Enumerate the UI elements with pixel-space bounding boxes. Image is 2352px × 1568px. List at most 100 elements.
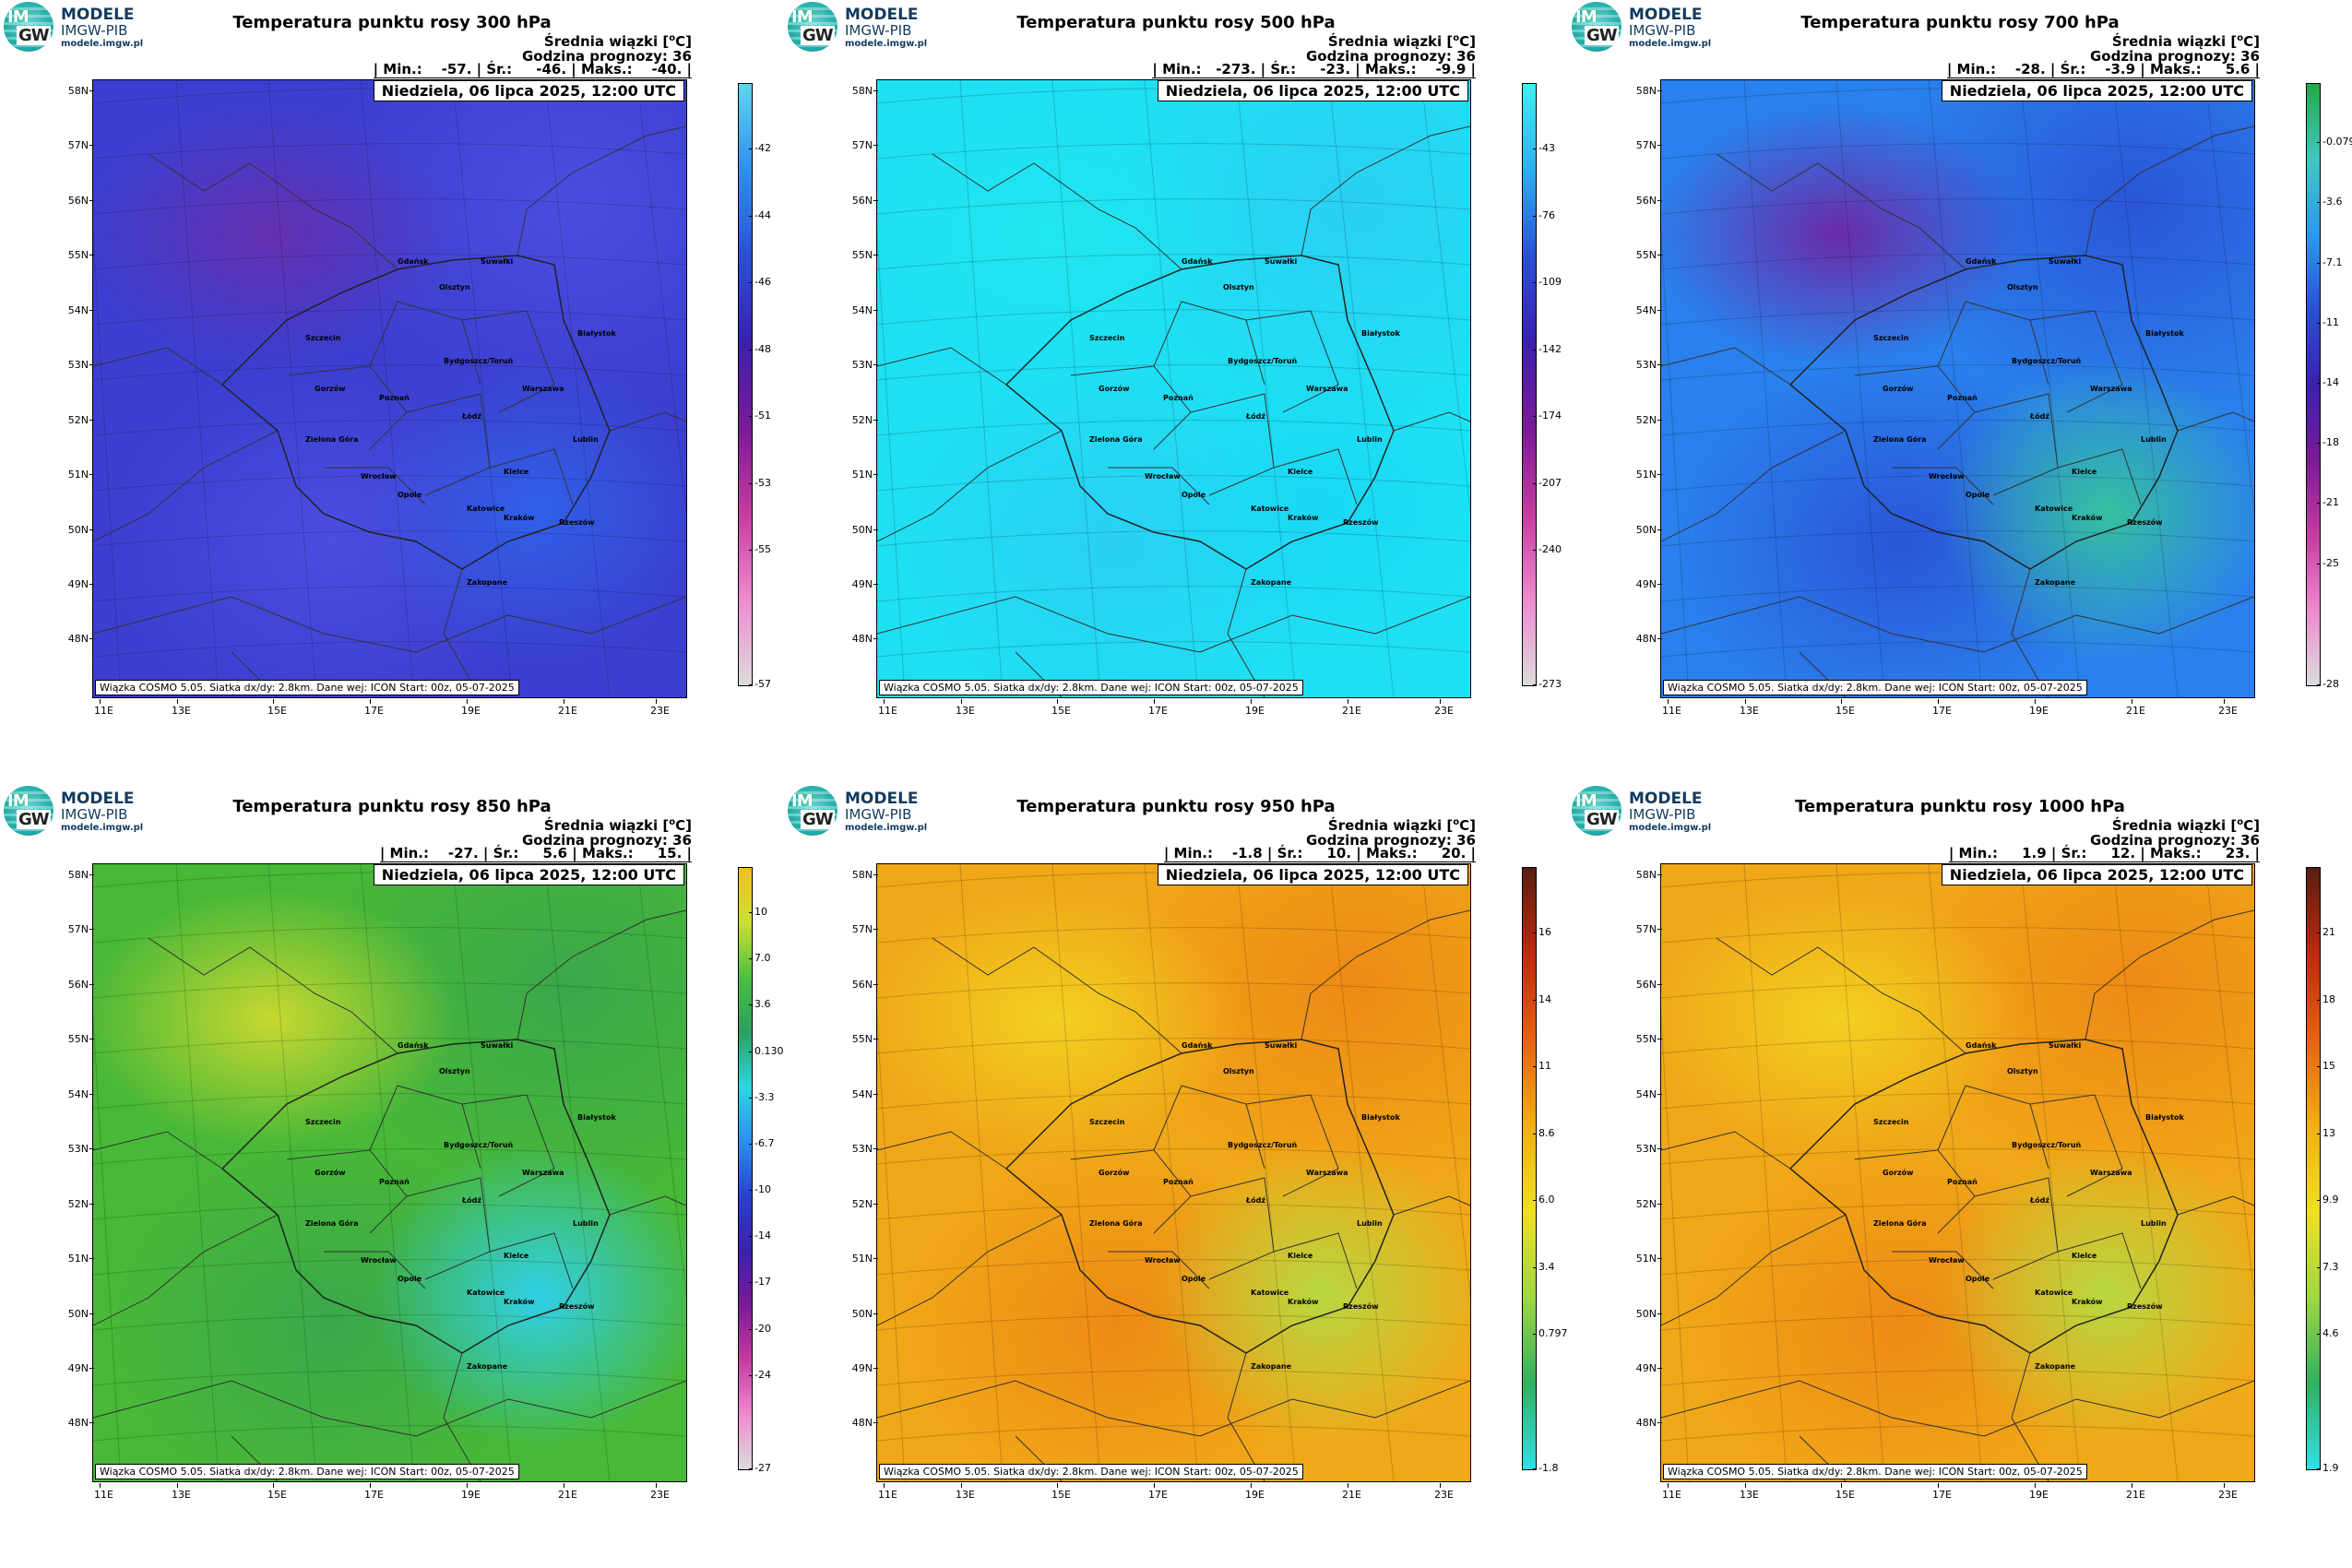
lat-tick-label: 49N xyxy=(53,578,94,590)
logo-subtitle: IMGW-PIB xyxy=(61,806,128,823)
model-info: Wiązka COSMO 5.05. Siatka dx/dy: 2.8km. … xyxy=(1663,680,2087,695)
lon-tick-label: 13E xyxy=(956,699,975,717)
lon-tick-label: 11E xyxy=(94,1483,113,1501)
colorbar-tick-label: 10 xyxy=(749,906,767,918)
dewpoint-map[interactable]: Gdańsk Suwałki Olsztyn Szczecin Białystok Byd… xyxy=(1660,863,2255,1482)
lon-tick-label: 21E xyxy=(2126,699,2145,717)
city-label: Zakopane xyxy=(2035,578,2076,587)
lat-tick-label: 57N xyxy=(53,923,94,935)
imgw-logo: IM GW MODELE IMGW-PIB modele.imgw.pl xyxy=(788,2,972,57)
city-label: Poznań xyxy=(379,1178,410,1186)
city-label: Zielona Góra xyxy=(305,435,359,444)
city-label: Opole xyxy=(1966,491,1990,499)
city-label: Kielce xyxy=(2072,468,2097,476)
city-label: Opole xyxy=(1182,491,1206,499)
city-label: Warszawa xyxy=(2090,385,2132,393)
dewpoint-map[interactable]: Gdańsk Suwałki Olsztyn Szczecin Białystok Byd… xyxy=(876,863,1471,1482)
lon-tick-label: 11E xyxy=(1662,699,1681,717)
colorbar-tick-label: -7.1 xyxy=(2316,256,2343,268)
lat-tick-label: 54N xyxy=(837,1088,878,1100)
city-label: Łódź xyxy=(462,1196,482,1205)
logo-title: MODELE xyxy=(1629,790,1703,808)
city-label: Poznań xyxy=(1947,394,1978,402)
stats-line: | Min.: -1.8 | Śr.: 10. | Maks.: 20. | xyxy=(1163,845,1476,862)
logo-title: MODELE xyxy=(845,6,919,24)
city-label: Katowice xyxy=(1251,1289,1289,1297)
lon-tick-label: 17E xyxy=(1932,699,1952,717)
map-panel: IM GW MODELE IMGW-PIB modele.imgw.pl Temperat… xyxy=(1568,784,2352,1568)
lat-tick-label: 58N xyxy=(837,869,878,881)
colorbar-tick-label: 13 xyxy=(2317,1127,2335,1139)
dewpoint-map[interactable]: Gdańsk Suwałki Olsztyn Szczecin Białystok Byd… xyxy=(92,863,687,1482)
lon-tick-label: 17E xyxy=(364,699,384,717)
model-info: Wiązka COSMO 5.05. Siatka dx/dy: 2.8km. … xyxy=(95,680,519,695)
city-label: Wrocław xyxy=(361,1256,397,1265)
logo-url[interactable]: modele.imgw.pl xyxy=(845,823,928,833)
poland-border xyxy=(220,255,611,570)
lat-tick-label: 56N xyxy=(1621,979,1662,991)
dewpoint-map[interactable]: Gdańsk Suwałki Olsztyn Szczecin Białystok Byd… xyxy=(876,79,1471,698)
ensemble-mean-label: Średnia wiązki [oC] Godzina prognozy: 36 xyxy=(1305,817,1476,849)
logo-url[interactable]: modele.imgw.pl xyxy=(845,39,928,49)
city-label: Wrocław xyxy=(361,472,397,481)
logo-title: MODELE xyxy=(61,6,135,24)
imgw-logo-icon: IM GW xyxy=(1572,786,1621,836)
logo-url[interactable]: modele.imgw.pl xyxy=(61,823,144,833)
logo-url[interactable]: modele.imgw.pl xyxy=(61,39,144,49)
panel-title: Temperatura punktu rosy 850 hPa xyxy=(232,797,552,816)
logo-url[interactable]: modele.imgw.pl xyxy=(1629,39,1712,49)
lon-tick-label: 19E xyxy=(2029,699,2049,717)
ensemble-mean-label: Średnia wiązki [oC] Godzina prognozy: 36 xyxy=(2089,817,2260,849)
city-label: Bydgoszcz/Toruń xyxy=(444,357,514,365)
city-label: Opole xyxy=(1966,1275,1990,1283)
lon-tick-label: 21E xyxy=(558,699,577,717)
colorbar-tick-label: -42 xyxy=(749,142,771,154)
lat-tick-label: 48N xyxy=(837,633,878,645)
city-label: Warszawa xyxy=(522,1169,564,1177)
map-overlay xyxy=(93,864,686,1481)
city-label: Suwałki xyxy=(1265,257,1298,266)
city-label: Warszawa xyxy=(1306,385,1348,393)
lat-tick-label: 57N xyxy=(53,139,94,151)
colorbar-tick-label: -20 xyxy=(749,1323,771,1335)
city-label: Katowice xyxy=(2035,1289,2073,1297)
colorbar-tick-label: -46 xyxy=(749,276,771,288)
dewpoint-map[interactable]: Gdańsk Suwałki Olsztyn Szczecin Białystok Byd… xyxy=(92,79,687,698)
city-label: Poznań xyxy=(1163,394,1194,402)
logo-url[interactable]: modele.imgw.pl xyxy=(1629,823,1712,833)
lon-tick-label: 15E xyxy=(1051,1483,1071,1501)
city-label: Gdańsk xyxy=(398,257,429,266)
imgw-logo-icon: IM GW xyxy=(4,786,53,836)
valid-date: Niedziela, 06 lipca 2025, 12:00 UTC xyxy=(1157,864,1468,885)
city-label: Gdańsk xyxy=(398,1041,429,1050)
colorbar xyxy=(738,867,753,1470)
lat-tick-label: 55N xyxy=(1621,1033,1662,1045)
city-label: Kraków xyxy=(1288,1298,1319,1306)
city-label: Lublin xyxy=(1357,435,1383,444)
colorbar-tick-label: 21 xyxy=(2317,926,2335,938)
city-label: Gdańsk xyxy=(1966,1041,1997,1050)
city-label: Zakopane xyxy=(467,1362,508,1371)
lat-tick-label: 55N xyxy=(837,1033,878,1045)
panel-title: Temperatura punktu rosy 950 hPa xyxy=(1016,797,1336,816)
colorbar-tick-label: -53 xyxy=(749,477,771,489)
city-label: Łódź xyxy=(2030,412,2050,421)
city-label: Białystok xyxy=(2145,1113,2184,1122)
lat-tick-label: 57N xyxy=(837,139,878,151)
dewpoint-map[interactable]: Gdańsk Suwałki Olsztyn Szczecin Białystok Byd… xyxy=(1660,79,2255,698)
city-label: Gorzów xyxy=(1099,1169,1130,1177)
lat-tick-label: 55N xyxy=(1621,249,1662,261)
city-label: Gdańsk xyxy=(1182,1041,1213,1050)
city-label: Lublin xyxy=(2141,1219,2167,1228)
imgw-logo: IM GW MODELE IMGW-PIB modele.imgw.pl xyxy=(4,2,188,57)
colorbar-tick-label: -14 xyxy=(749,1229,771,1241)
colorbar-tick-label: 11 xyxy=(1533,1060,1551,1072)
city-label: Lublin xyxy=(1357,1219,1383,1228)
colorbar-tick-label: -174 xyxy=(1533,410,1562,422)
lat-tick-label: 53N xyxy=(1621,1143,1662,1155)
colorbar-tick-label: -0.079 xyxy=(2316,136,2352,148)
lat-tick-label: 58N xyxy=(1621,85,1662,97)
lat-tick-label: 52N xyxy=(53,414,94,426)
colorbar xyxy=(1522,83,1537,686)
valid-date: Niedziela, 06 lipca 2025, 12:00 UTC xyxy=(373,864,684,885)
